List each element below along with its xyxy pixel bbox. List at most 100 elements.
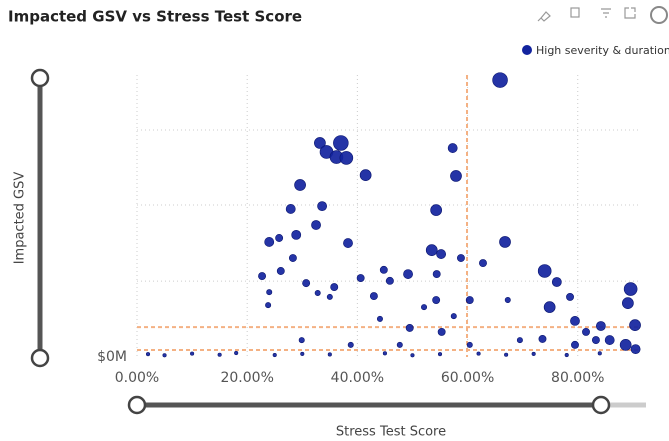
point — [234, 351, 239, 356]
y-slider-handle[interactable] — [30, 68, 50, 88]
point — [327, 352, 332, 357]
point — [333, 135, 349, 151]
point — [437, 327, 446, 336]
point — [314, 289, 321, 296]
point — [294, 179, 306, 191]
point — [492, 72, 508, 88]
point — [456, 254, 465, 262]
point — [432, 270, 441, 279]
point — [436, 249, 447, 259]
point — [571, 340, 579, 349]
point — [564, 352, 569, 358]
x-axis-title: Stress Test Score — [336, 425, 446, 440]
point — [266, 289, 273, 296]
filter-icon[interactable] — [601, 8, 611, 18]
point — [450, 170, 462, 182]
legend-label: High severity & duration — [536, 44, 669, 57]
point — [465, 296, 474, 304]
point — [272, 352, 277, 358]
x-slider-handle[interactable] — [127, 395, 147, 415]
point — [421, 304, 428, 311]
point — [504, 297, 511, 304]
x-tick-label: 0.00% — [115, 370, 159, 386]
header-icons — [537, 6, 668, 24]
point — [437, 352, 443, 357]
point — [145, 352, 151, 357]
point — [369, 292, 378, 301]
x-tick-label: 60.00% — [441, 370, 494, 386]
point — [504, 352, 509, 357]
point — [258, 272, 267, 281]
point — [275, 234, 284, 242]
point — [538, 335, 547, 343]
point — [302, 279, 311, 288]
point — [630, 344, 641, 355]
point — [450, 313, 457, 320]
point — [382, 351, 387, 356]
point — [430, 204, 443, 216]
point — [326, 293, 333, 300]
info-icon[interactable] — [650, 6, 668, 24]
point — [288, 254, 297, 262]
x-tick-label: 40.00% — [331, 370, 384, 386]
y-axis-title: Impacted GSV — [13, 172, 28, 265]
point — [396, 341, 403, 348]
point — [531, 351, 536, 356]
point — [403, 269, 413, 279]
point — [190, 351, 195, 356]
chart-title: Impacted GSV vs Stress Test Score — [8, 8, 302, 26]
point — [359, 169, 372, 181]
point — [291, 229, 302, 240]
point — [347, 341, 354, 348]
point — [343, 238, 353, 248]
point — [543, 301, 556, 313]
point — [597, 351, 602, 356]
point — [356, 274, 365, 282]
point — [447, 143, 458, 153]
point — [476, 351, 481, 356]
point — [298, 337, 305, 344]
point — [591, 336, 600, 345]
point — [619, 339, 632, 351]
point — [623, 282, 638, 296]
point — [566, 292, 574, 301]
point — [217, 352, 222, 357]
focus-icon[interactable] — [624, 7, 636, 19]
point — [604, 335, 615, 345]
point — [425, 244, 438, 256]
point — [479, 259, 487, 268]
point — [285, 204, 296, 214]
point — [311, 220, 321, 230]
point — [376, 315, 383, 322]
point — [276, 267, 285, 275]
legend-marker — [522, 45, 532, 55]
point — [162, 353, 167, 358]
point — [570, 316, 580, 326]
y-slider[interactable] — [30, 68, 50, 368]
point — [339, 151, 354, 165]
y-tick-label: $0M — [97, 349, 127, 365]
point — [466, 341, 473, 348]
point — [410, 353, 415, 358]
x-slider[interactable] — [127, 395, 646, 415]
x-slider-handle[interactable] — [591, 395, 611, 415]
point — [537, 264, 552, 278]
point — [629, 319, 641, 331]
pin-icon[interactable] — [537, 11, 551, 22]
point — [330, 283, 339, 292]
y-slider-handle[interactable] — [30, 348, 50, 368]
point — [265, 302, 272, 309]
point — [432, 296, 441, 304]
point — [379, 265, 388, 274]
point — [551, 277, 562, 287]
copy-icon[interactable] — [570, 7, 580, 18]
point — [622, 297, 634, 309]
x-tick-label: 80.00% — [551, 370, 604, 386]
point — [405, 324, 414, 332]
point — [582, 327, 590, 336]
point — [499, 236, 511, 248]
x-tick-label: 20.00% — [220, 370, 273, 386]
point — [264, 237, 275, 247]
